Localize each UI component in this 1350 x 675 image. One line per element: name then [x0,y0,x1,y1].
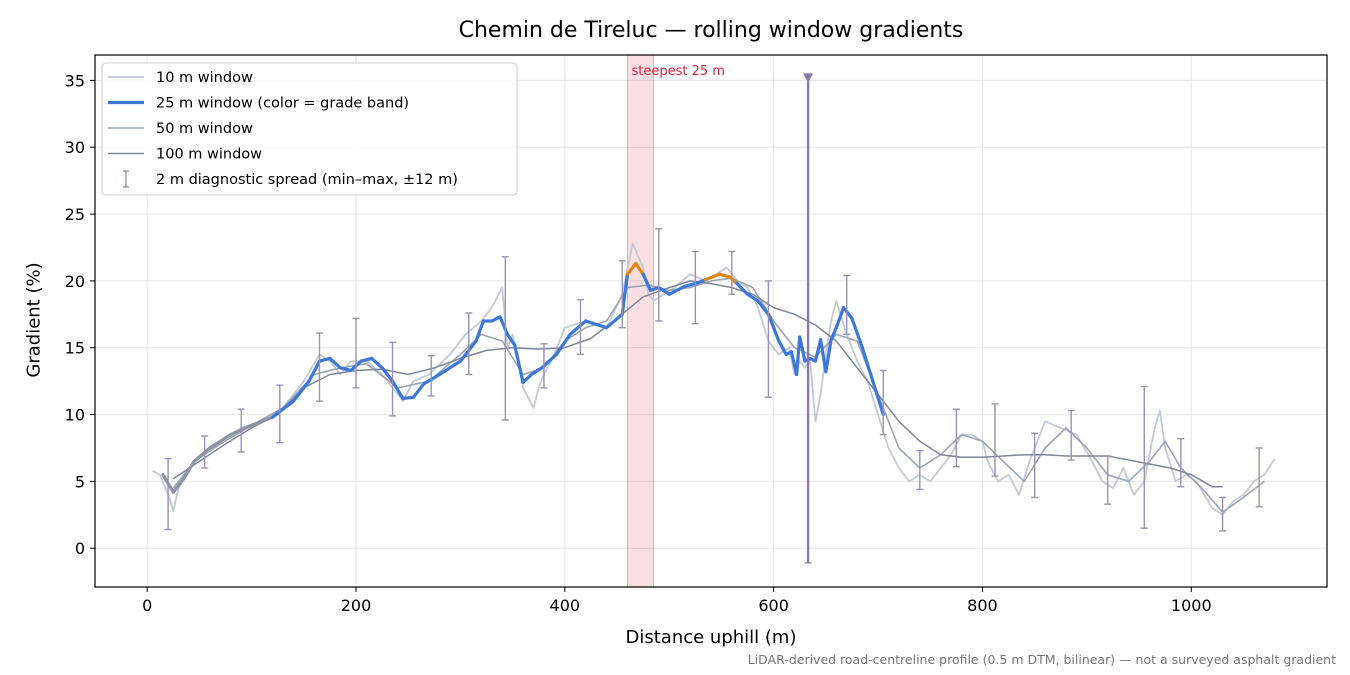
series-25m-segment [529,366,544,377]
series-25m-segment [505,332,517,347]
legend-label: 25 m window (color = grade band) [156,96,409,112]
series-25m-segment [717,272,732,279]
series-25m-segment [437,359,463,377]
series-25m-segment [819,338,828,374]
annotation-layer: steepest 25 m [626,54,725,588]
series-25m-segment [871,379,885,417]
footnote: LiDAR-derived road-centreline profile (0… [747,652,1336,667]
series-25m-segment [824,338,833,374]
series-25m-segment [860,346,875,383]
x-tick-label: 200 [341,596,372,615]
series-25m-segment [620,272,630,316]
series-layer [151,73,1276,564]
y-tick-label: 5 [75,472,85,491]
series-25m-segment [498,315,510,336]
legend-label: 50 m window [156,121,253,137]
series-25m-segment [401,395,416,401]
y-tick-label: 0 [75,539,85,558]
x-tick-label: 0 [142,596,152,615]
series-25m-segment [291,379,311,403]
series-25m-segment [270,399,295,419]
series-25m-segment [657,285,671,296]
series-25m-segment [411,382,426,399]
series-25m-segment [474,319,485,343]
series-25m-segment [772,326,781,343]
series-25m-segment [568,319,588,336]
series-25m-segment [693,277,708,286]
series-25m-segment [829,326,838,342]
x-tick-label: 400 [550,596,581,615]
series-25m-segment [390,379,405,401]
series-25m-segment [192,446,212,463]
series-25m-segment [359,356,374,363]
y-tick-label: 35 [65,71,85,90]
series-25m-segment [641,272,653,292]
series-25m-segment [604,312,624,330]
series-25m-segment [745,292,760,303]
series-25m-segment [634,261,645,276]
series-25m-segment [841,306,854,320]
series-25m-segment [625,261,638,276]
series-25m-segment [850,316,864,350]
series-25m-segment [728,275,739,286]
series-25m-segment [317,356,332,363]
series-25m-segment [208,433,233,450]
axis-layer: 0 200 400 600 800 1000 0 5 10 15 20 25 30 35 [65,54,1328,615]
series-25m-segment [834,306,846,330]
series-25m-segment [795,335,802,377]
y-tick-label: 10 [65,406,85,425]
x-tick-label: 800 [967,596,998,615]
series-25m-segment [756,299,771,316]
series-25m-segment [798,335,807,363]
x-tick-label: 600 [758,596,789,615]
series-25m-segment [328,356,342,370]
series-50m-line [172,277,1265,513]
series-25m-segment [370,356,384,370]
series-25m-segment [380,366,395,383]
series-25m-segment [777,339,788,357]
series-25m-segment [554,332,572,357]
series-100m-line [172,280,1223,488]
legend: 10 m window 25 m window (color = grade ba… [101,62,518,196]
series-25m-segment [667,284,687,296]
y-tick-label: 25 [65,205,85,224]
legend-label: 2 m diagnostic spread (min–max, ±12 m) [156,172,458,188]
series-25m-segment [513,343,525,385]
legend-label: 100 m window [156,147,262,163]
series-25m-segment [521,372,534,385]
steepest-band [626,54,655,588]
series-25m-segment [683,281,697,288]
series-25m-segment [250,415,275,427]
plot-frame [94,54,1328,588]
series-25m-segment [171,477,186,494]
series-25m-segment [338,366,353,373]
outlier-marker [803,73,814,83]
series-25m-segment [182,459,196,481]
legend-box [101,62,518,196]
x-axis-label: Distance uphill (m) [625,627,797,648]
x-tick-label: 1000 [1171,596,1212,615]
steepest-label: steepest 25 m [631,64,724,79]
legend-label: 10 m window [156,70,253,86]
series-25m-segment [735,281,750,296]
series-25m-segment [704,272,721,282]
series-25m-segment [307,359,322,383]
y-tick-label: 20 [65,272,85,291]
y-tick-label: 30 [65,138,85,157]
y-tick-label: 15 [65,339,85,358]
chart-title: Chemin de Tireluc — rolling window gradi… [458,18,964,43]
series-25m-segment [584,319,609,330]
grid-layer [95,55,1327,587]
series-25m-segment [766,312,776,330]
